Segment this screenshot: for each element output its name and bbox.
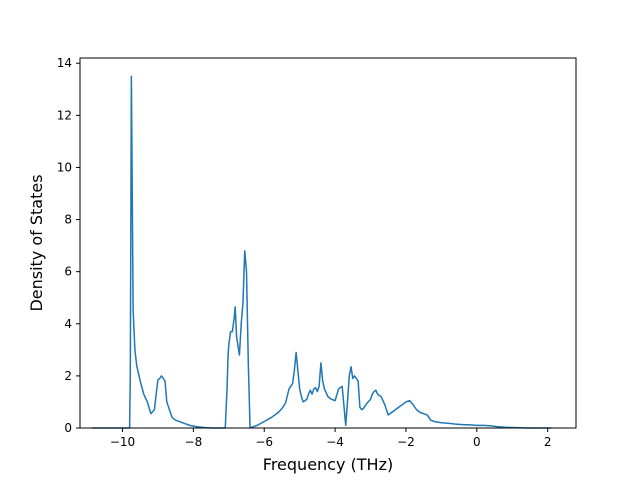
x-tick-label: −8 — [185, 435, 203, 449]
y-axis-label: Density of States — [27, 174, 46, 311]
y-tick-label: 4 — [64, 317, 72, 331]
y-tick-label: 2 — [64, 369, 72, 383]
x-tick-label: −4 — [326, 435, 344, 449]
y-tick-label: 8 — [64, 213, 72, 227]
y-axis: 0 2 4 6 8 10 12 14 — [57, 56, 80, 435]
x-tick-label: −2 — [397, 435, 415, 449]
plot-frame — [79, 57, 577, 429]
y-tick-label: 0 — [64, 421, 72, 435]
x-tick-label: −10 — [110, 435, 135, 449]
dos-series-line — [92, 75, 552, 429]
plot-area — [92, 75, 552, 429]
y-tick-label: 10 — [57, 160, 72, 174]
x-axis-label: Frequency (THz) — [263, 455, 393, 474]
y-tick-label: 6 — [64, 265, 72, 279]
y-tick-label: 12 — [57, 108, 72, 122]
y-tick-label: 14 — [57, 56, 72, 70]
x-axis: −10 −8 −6 −4 −2 0 2 — [110, 428, 552, 449]
x-tick-label: 2 — [544, 435, 552, 449]
x-tick-label: 0 — [473, 435, 481, 449]
x-tick-label: −6 — [255, 435, 273, 449]
